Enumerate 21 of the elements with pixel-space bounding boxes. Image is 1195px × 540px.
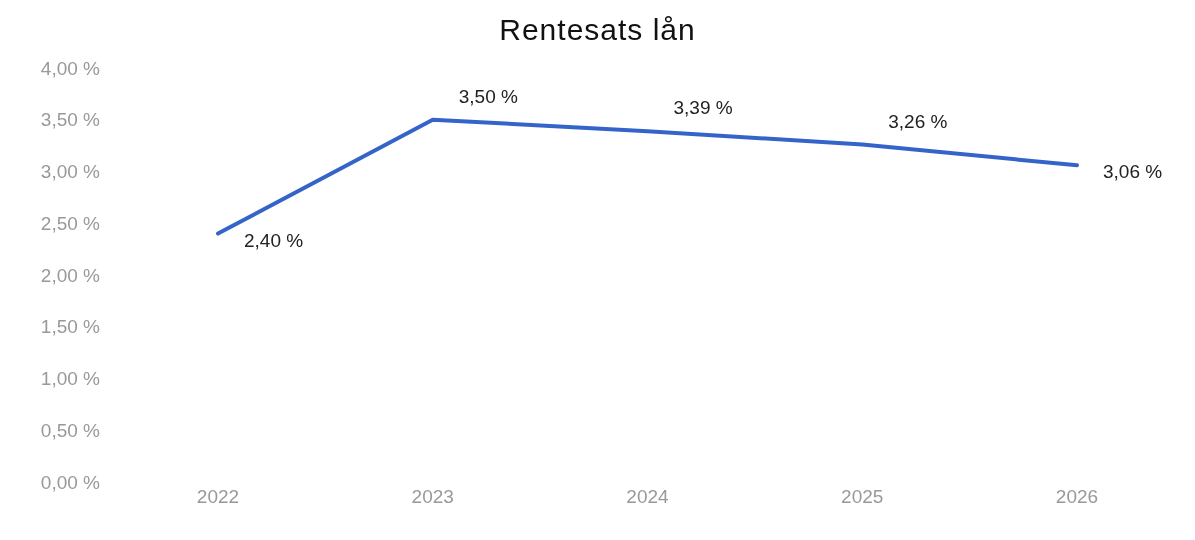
data-label: 3,39 % — [673, 97, 733, 119]
y-tick-label: 1,00 % — [40, 368, 101, 390]
line-series — [216, 117, 1079, 236]
y-tick-label: 2,00 % — [40, 264, 101, 286]
y-tick-label: 0,00 % — [40, 471, 101, 493]
x-tick-label: 2025 — [841, 486, 884, 508]
x-tick-label: 2024 — [626, 486, 670, 508]
y-tick-label: 3,00 % — [40, 161, 101, 183]
y-tick-label: 3,50 % — [40, 109, 101, 131]
x-tick-label: 2022 — [196, 486, 240, 508]
data-label: 3,06 % — [1103, 161, 1163, 183]
y-tick-label: 0,50 % — [40, 419, 101, 441]
data-label: 3,26 % — [888, 110, 948, 132]
data-label: 2,40 % — [244, 229, 304, 251]
y-tick-label: 1,50 % — [40, 316, 101, 338]
x-tick-label: 2023 — [411, 486, 454, 508]
x-tick-label: 2026 — [1055, 486, 1099, 508]
chart-title: Rentesats lån — [498, 12, 697, 48]
y-tick-label: 4,00 % — [40, 57, 101, 79]
y-tick-label: 2,50 % — [40, 212, 101, 234]
data-label: 3,50 % — [458, 85, 519, 107]
